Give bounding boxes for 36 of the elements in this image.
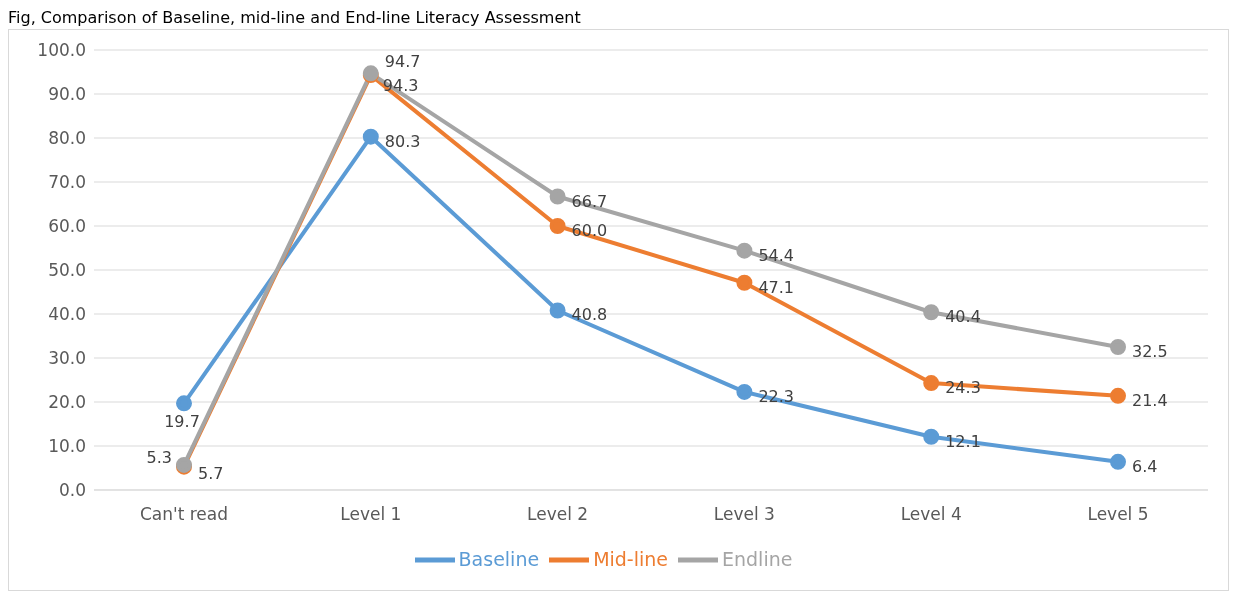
x-tick-label: Level 5	[1087, 504, 1149, 525]
x-tick-label: Level 4	[900, 504, 962, 525]
y-tick-label: 80.0	[48, 128, 86, 149]
legend-label: Endline	[722, 547, 793, 570]
x-tick-label: Level 3	[713, 504, 775, 525]
y-tick-label: 60.0	[48, 216, 86, 237]
data-label: 32.5	[1132, 342, 1168, 361]
x-tick-label: Level 1	[340, 504, 402, 525]
data-label: 47.1	[758, 277, 795, 297]
y-tick-label: 20.0	[48, 392, 86, 413]
data-label: 21.4	[1132, 390, 1168, 410]
legend-label: Mid-line	[593, 547, 669, 570]
data-label: 12.1	[945, 431, 981, 451]
x-tick-label: Can't read	[139, 504, 229, 525]
y-tick-label: 40.0	[48, 304, 86, 325]
y-tick-label: 50.0	[48, 260, 86, 281]
chart-title: Fig, Comparison of Baseline, mid-line and End-line Literacy Assessment	[8, 8, 582, 27]
y-tick-label: 90.0	[48, 84, 86, 105]
data-label: 54.4	[758, 245, 795, 265]
data-label: 80.3	[384, 131, 421, 151]
y-tick-label: 30.0	[48, 348, 86, 369]
data-label: 40.4	[945, 307, 981, 327]
data-label: 19.7	[164, 412, 200, 432]
data-label: 6.4	[1132, 456, 1158, 476]
legend-label: Baseline	[458, 547, 540, 570]
y-tick-label: 10.0	[48, 436, 86, 457]
y-tick-label: 100.0	[37, 40, 86, 61]
x-tick-label: Level 2	[527, 504, 589, 525]
data-label: 94.3	[382, 76, 419, 96]
y-tick-label: 0.0	[58, 480, 86, 501]
data-label: 94.7	[384, 52, 421, 72]
data-label: 5.3	[146, 447, 172, 467]
y-tick-label: 70.0	[48, 172, 86, 193]
data-label: 5.7	[198, 463, 224, 483]
data-label: 40.8	[571, 305, 608, 325]
data-label: 66.7	[571, 191, 608, 211]
